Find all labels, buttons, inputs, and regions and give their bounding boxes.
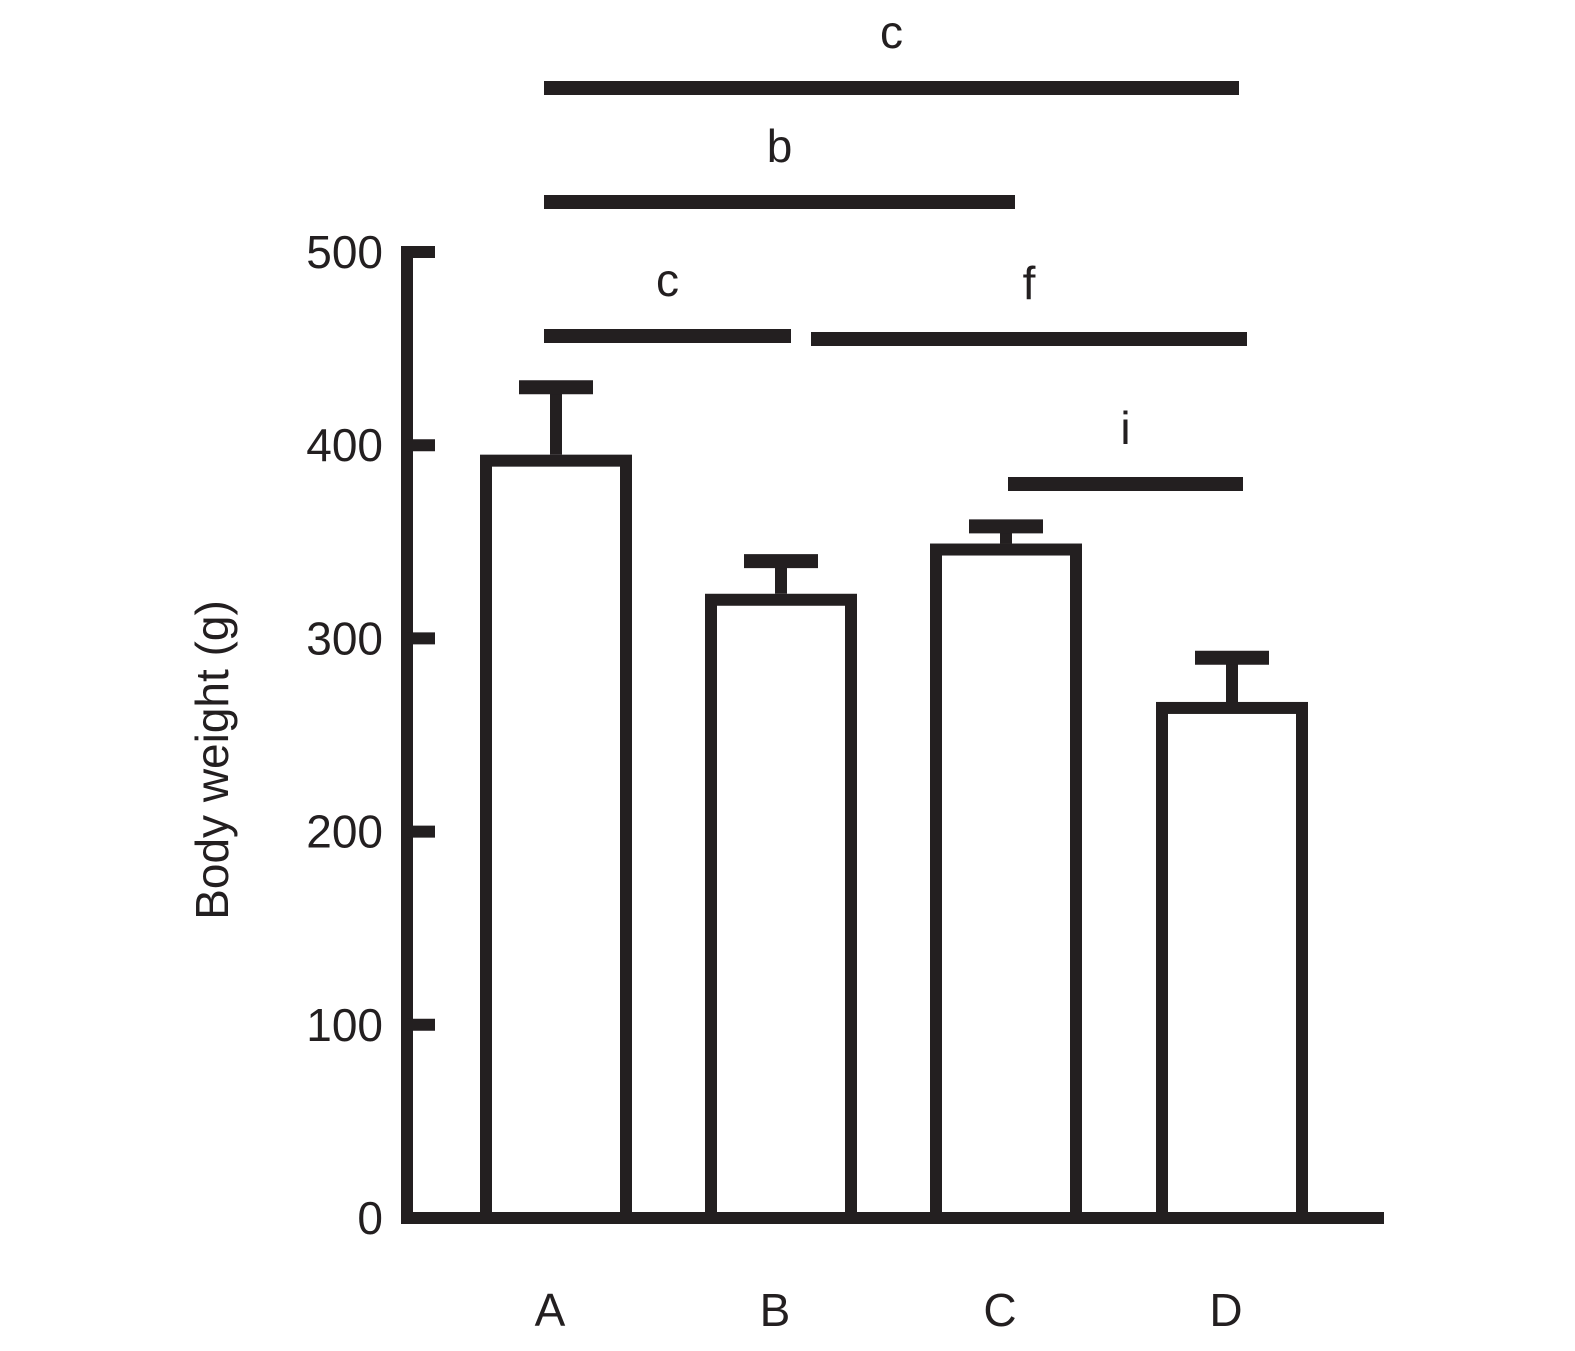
sig-label-A-B: c — [656, 254, 679, 306]
bar-B — [705, 593, 857, 1224]
significance-brackets: c b c f i — [544, 6, 1247, 491]
sig-label-A-D: c — [880, 6, 903, 58]
y-tick-label-100: 100 — [306, 999, 383, 1051]
y-axis-title: Body weight (g) — [186, 600, 238, 920]
error-bars — [519, 380, 1269, 702]
y-tick-label-400: 400 — [306, 419, 383, 471]
x-tick-label-C: C — [983, 1284, 1016, 1336]
sig-label-B-D: f — [1023, 257, 1036, 309]
bar-A — [480, 454, 632, 1224]
x-tick-label-B: B — [760, 1284, 791, 1336]
sig-label-A-C: b — [767, 120, 793, 172]
sig-label-C-D: i — [1120, 402, 1130, 454]
y-tick-label-200: 200 — [306, 806, 383, 858]
x-tick-label-D: D — [1209, 1284, 1242, 1336]
bar-C — [930, 543, 1082, 1224]
bars — [480, 454, 1308, 1225]
x-tick-label-A: A — [535, 1284, 566, 1336]
y-tick-label-300: 300 — [306, 612, 383, 664]
y-tick-label-0: 0 — [357, 1192, 383, 1244]
x-axis-labels: A B C D — [535, 1284, 1243, 1336]
bar-D — [1156, 701, 1308, 1225]
y-tick-label-500: 500 — [306, 226, 383, 278]
